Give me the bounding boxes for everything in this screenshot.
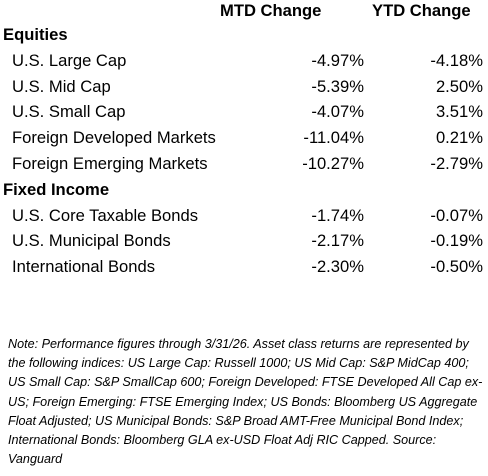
ytd-value: 3.51% [435, 102, 483, 122]
mtd-value: -10.27% [302, 153, 364, 173]
mtd-value: -2.30% [311, 257, 364, 277]
table-row: U.S. Large Cap -4.97% -4.18% [0, 48, 488, 74]
mtd-value: -2.17% [311, 231, 364, 251]
row-label: Foreign Emerging Markets [12, 153, 208, 173]
section-title: Equities [3, 25, 68, 44]
ytd-value: 0.21% [435, 128, 483, 148]
ytd-value: -0.50% [430, 257, 483, 277]
table-row: Foreign Developed Markets -11.04% 0.21% [0, 125, 488, 151]
ytd-value: -4.18% [430, 50, 483, 70]
table-row: U.S. Municipal Bonds -2.17% -0.19% [0, 228, 488, 254]
mtd-value: -5.39% [311, 76, 364, 96]
row-label: U.S. Mid Cap [12, 76, 111, 96]
ytd-value: -2.79% [430, 153, 483, 173]
table-row: International Bonds -2.30% -0.50% [0, 254, 488, 280]
ytd-value: 2.50% [435, 76, 483, 96]
table-row: U.S. Small Cap -4.07% 3.51% [0, 99, 488, 125]
mtd-value: -1.74% [311, 205, 364, 225]
ytd-column-header: YTD Change [372, 1, 471, 20]
row-label: Foreign Developed Markets [12, 128, 216, 148]
mtd-value: -4.97% [311, 50, 364, 70]
table-header-row: MTD Change YTD Change [0, 0, 488, 22]
section-header-equities: Equities [0, 22, 488, 48]
section-title: Fixed Income [3, 179, 110, 199]
table-row: U.S. Mid Cap -5.39% 2.50% [0, 74, 488, 100]
table-row: Foreign Emerging Markets -10.27% -2.79% [0, 151, 488, 177]
row-label: International Bonds [12, 257, 155, 277]
row-label: U.S. Small Cap [12, 102, 126, 122]
row-label: U.S. Municipal Bonds [12, 231, 171, 251]
table-row: U.S. Core Taxable Bonds -1.74% -0.07% [0, 203, 488, 229]
mtd-column-header: MTD Change [220, 1, 322, 20]
row-label: U.S. Large Cap [12, 50, 127, 70]
footnote: Note: Performance figures through 3/31/2… [8, 337, 483, 467]
performance-table: MTD Change YTD Change Equities U.S. Larg… [0, 0, 488, 280]
section-header-fixed-income: Fixed Income [0, 177, 488, 203]
ytd-value: -0.07% [430, 205, 483, 225]
mtd-value: -4.07% [311, 102, 364, 122]
ytd-value: -0.19% [430, 231, 483, 251]
row-label: U.S. Core Taxable Bonds [12, 205, 199, 225]
mtd-value: -11.04% [303, 128, 364, 148]
